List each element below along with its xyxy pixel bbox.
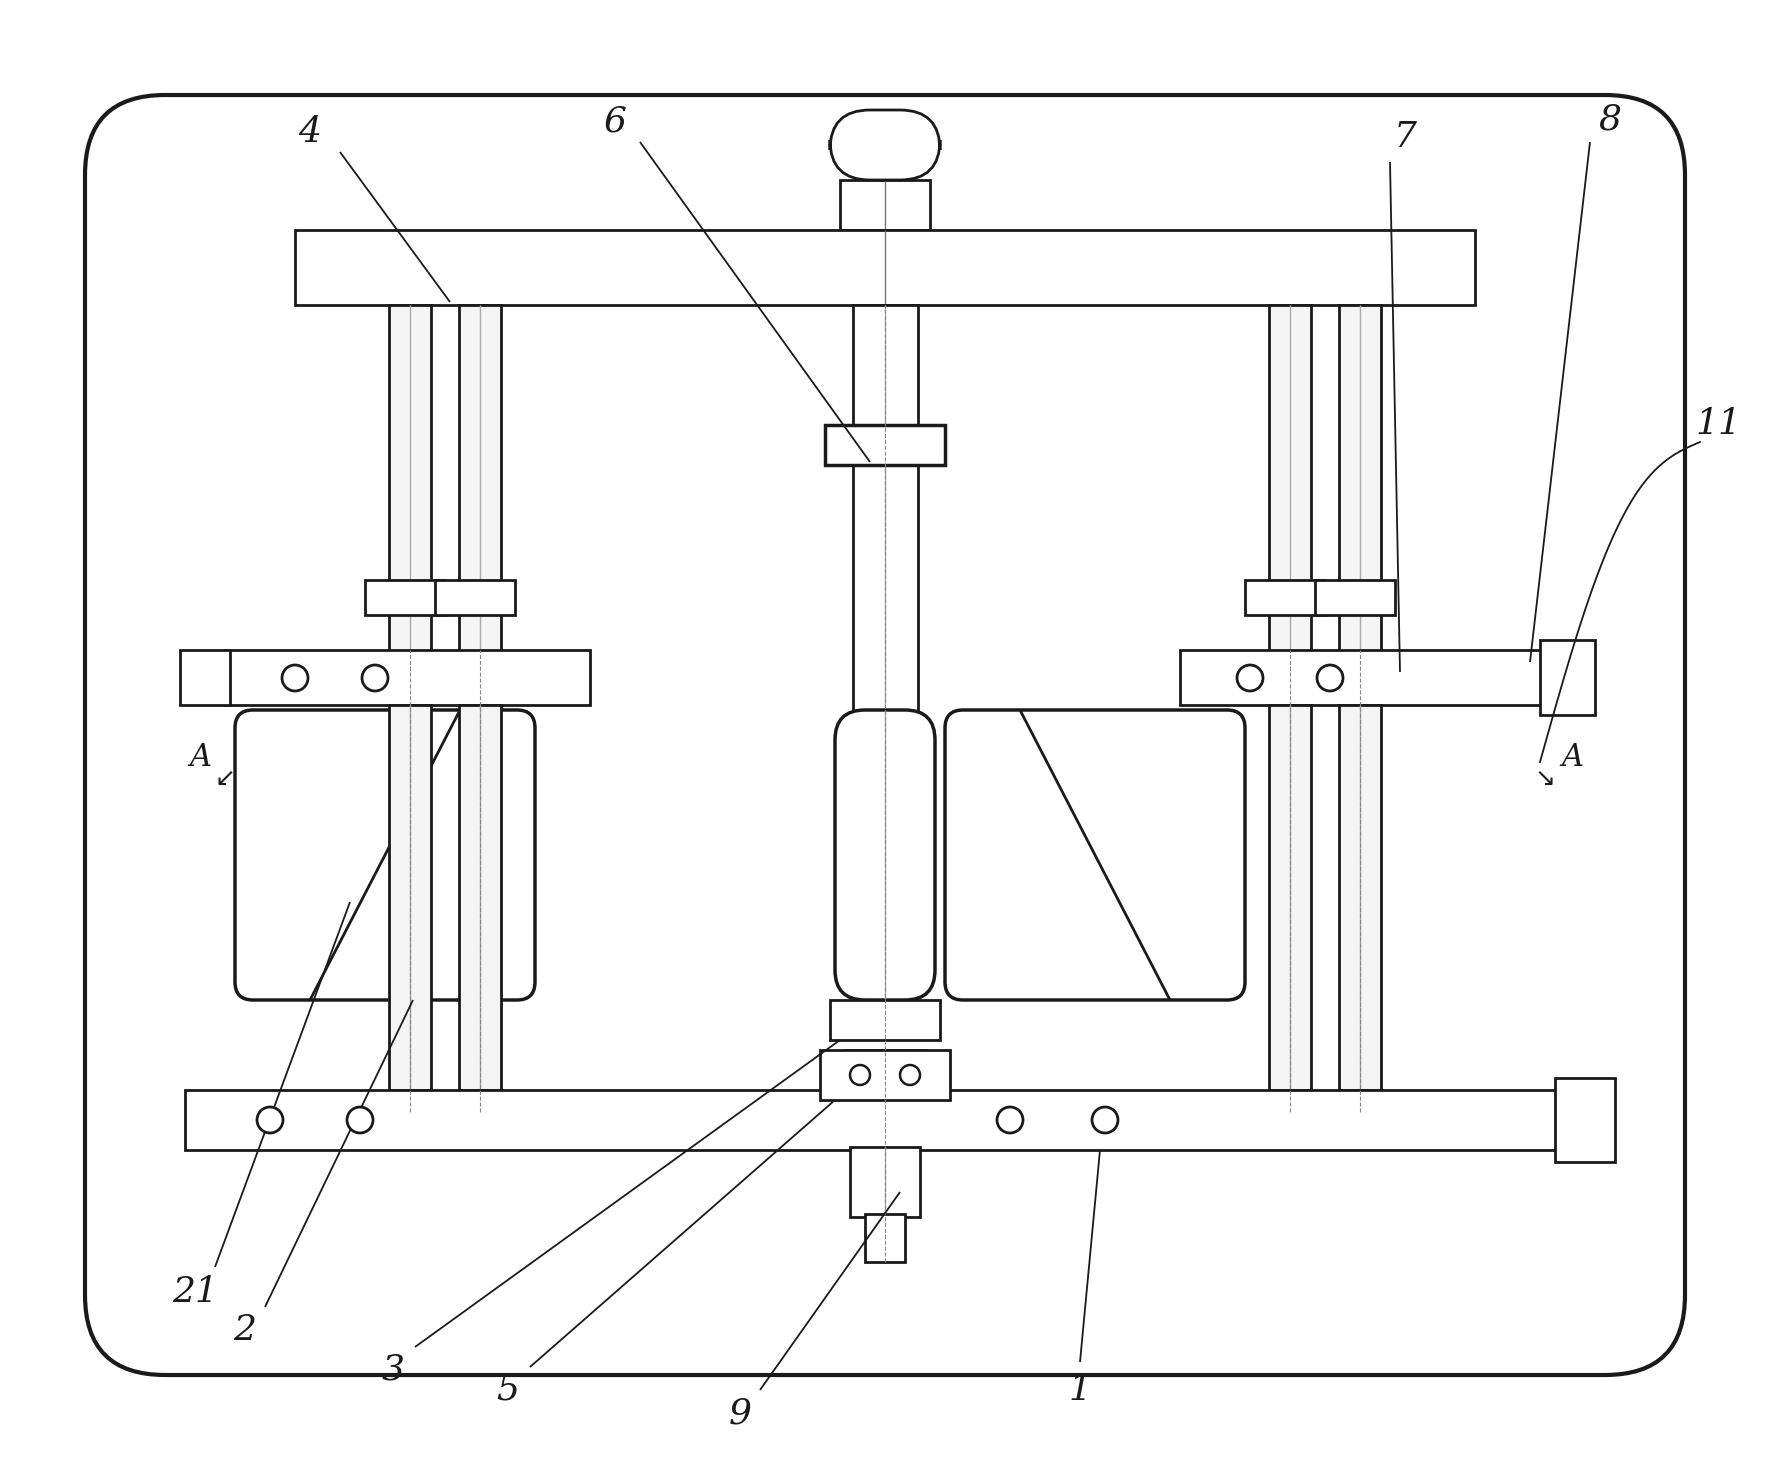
Bar <box>854 306 917 901</box>
Bar <box>1245 580 1325 616</box>
Text: 3: 3 <box>381 1352 404 1387</box>
Bar <box>1541 640 1596 715</box>
FancyBboxPatch shape <box>85 95 1684 1374</box>
Bar <box>1270 705 1311 1091</box>
Circle shape <box>282 665 308 692</box>
Text: 21: 21 <box>172 1275 218 1308</box>
Circle shape <box>1236 665 1263 692</box>
FancyBboxPatch shape <box>236 711 535 1000</box>
Bar <box>1339 705 1381 1091</box>
Bar <box>225 651 590 705</box>
Text: 8: 8 <box>1599 102 1622 137</box>
Bar <box>436 580 515 616</box>
Bar <box>1339 306 1381 659</box>
Bar <box>1316 580 1396 616</box>
Bar <box>831 1000 940 1039</box>
Text: 2: 2 <box>234 1313 257 1347</box>
Text: A: A <box>1560 741 1583 772</box>
Text: ↘: ↘ <box>1534 768 1555 792</box>
Text: 4: 4 <box>299 115 322 149</box>
Bar <box>390 705 430 1091</box>
Bar <box>184 1091 1585 1151</box>
Bar <box>390 306 430 659</box>
Text: 9: 9 <box>728 1398 751 1431</box>
Bar <box>181 651 230 705</box>
Bar <box>296 230 1475 306</box>
Circle shape <box>900 1064 919 1085</box>
Text: A: A <box>189 741 211 772</box>
Circle shape <box>850 1064 870 1085</box>
Bar <box>820 1050 949 1099</box>
Bar <box>1555 1077 1615 1162</box>
Text: 6: 6 <box>604 105 627 139</box>
Bar <box>459 306 501 659</box>
Circle shape <box>257 1107 283 1133</box>
FancyBboxPatch shape <box>831 110 940 180</box>
Bar <box>1270 306 1311 659</box>
Bar <box>845 1050 924 1091</box>
Text: 1: 1 <box>1068 1373 1091 1406</box>
Bar <box>459 705 501 1091</box>
Circle shape <box>997 1107 1024 1133</box>
Circle shape <box>361 665 388 692</box>
Bar <box>1179 651 1544 705</box>
Text: 7: 7 <box>1394 120 1417 154</box>
Circle shape <box>1093 1107 1118 1133</box>
Bar <box>839 180 930 230</box>
Text: ↙: ↙ <box>214 768 236 792</box>
Text: 11: 11 <box>1695 406 1741 442</box>
Bar <box>864 1213 905 1262</box>
Bar <box>365 580 445 616</box>
Circle shape <box>1318 665 1342 692</box>
FancyBboxPatch shape <box>834 711 935 1000</box>
FancyBboxPatch shape <box>946 711 1245 1000</box>
Bar <box>850 1148 919 1216</box>
Circle shape <box>347 1107 374 1133</box>
Text: 5: 5 <box>496 1373 519 1406</box>
Bar <box>825 425 946 465</box>
